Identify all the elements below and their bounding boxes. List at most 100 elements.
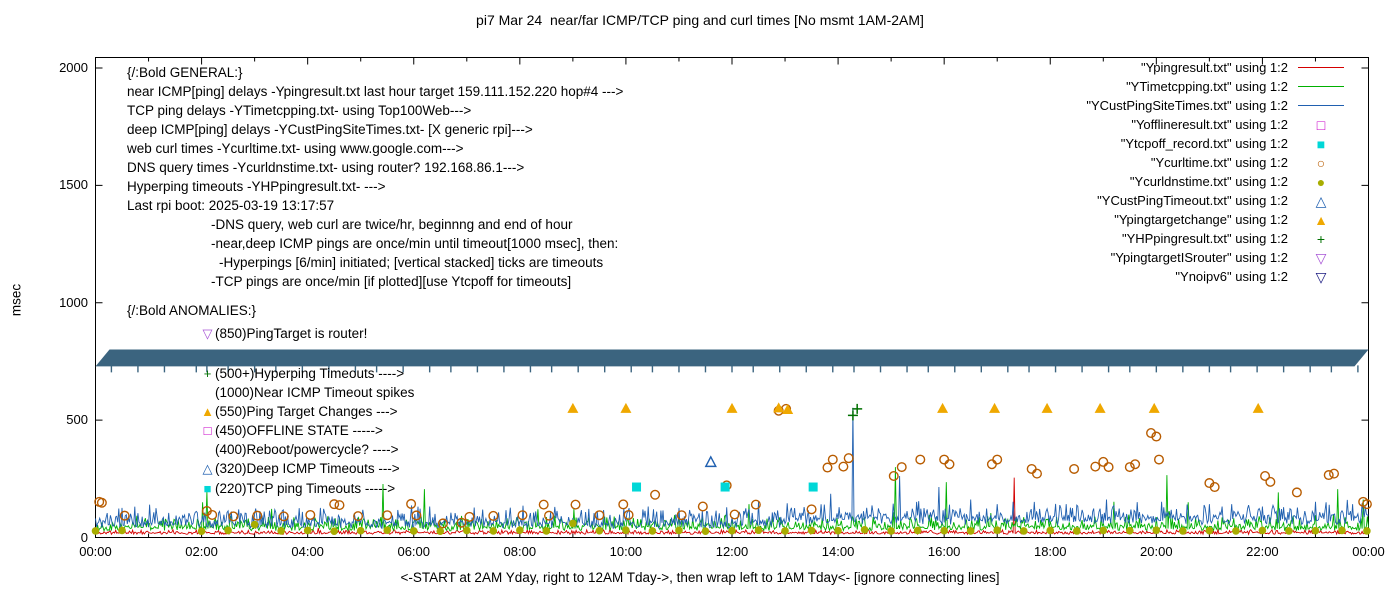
general-note-line: -TCP pings are once/min [if plotted][use…: [211, 274, 572, 289]
x-tick-label: 14:00: [821, 544, 855, 559]
scatter-circle-filled: [91, 519, 1371, 535]
legend-label: "Ycurldnstime.txt" using 1:2: [1129, 174, 1288, 189]
anomaly-note-text: (400)Reboot/powercycle? ---->: [215, 442, 399, 457]
anomaly-note-line: ▲(550)Ping Target Changes --->: [200, 404, 397, 419]
general-note-line: -Hyperpings [6/min] initiated; [vertical…: [219, 255, 604, 270]
timeout-band: [95, 349, 1369, 373]
triangle-filled-icon: ▲: [1314, 211, 1328, 228]
legend-marker: △: [1292, 194, 1350, 208]
anomaly-note-text: (1000)Near ICMP Timeout spikes: [215, 385, 415, 400]
legend-item: "Ypingtargetchange" using 1:2 ▲: [1086, 210, 1350, 229]
legend-item: "Ypingresult.txt" using 1:2: [1086, 58, 1350, 77]
y-tick-label: 0: [80, 529, 88, 545]
x-tick-label: 16:00: [927, 544, 961, 559]
square-filled-icon: ■: [203, 481, 212, 496]
legend-item: "YCustPingTimeout.txt" using 1:2 △: [1086, 191, 1350, 210]
legend-label: "YpingtargetISrouter" using 1:2: [1110, 250, 1288, 265]
x-tick-label: 18:00: [1033, 544, 1067, 559]
scatter-plus: [847, 403, 863, 421]
anomaly-note-line: (400)Reboot/powercycle? ---->: [200, 442, 398, 457]
general-note-line: TCP ping delays -YTimetcpping.txt- using…: [127, 103, 472, 118]
scatter-triangle-filled: [567, 402, 1264, 415]
series-line-2: [95, 407, 1369, 530]
legend-marker: +: [1292, 232, 1350, 246]
x-tick-label: 10:00: [609, 544, 643, 559]
legend-label: "YCustPingSiteTimes.txt" using 1:2: [1086, 98, 1288, 113]
y-tick-label: 1000: [59, 294, 88, 310]
y-tick-label: 1500: [59, 177, 88, 193]
anomaly-note-text: (500+)Hyperping Timeouts ---->: [215, 366, 405, 381]
circle-filled-icon: ●: [1316, 173, 1326, 190]
legend-marker: [1292, 67, 1350, 68]
nabla-open-icon: ▽: [202, 326, 213, 341]
legend-marker: ▲: [1292, 213, 1350, 227]
x-tick-label: 00:00: [1352, 544, 1385, 559]
anomaly-note-text: (850)PingTarget is router!: [215, 326, 368, 341]
legend-marker: □: [1292, 118, 1350, 132]
legend-label: "Ytcpoff_record.txt" using 1:2: [1120, 136, 1288, 151]
legend-marker: [1292, 105, 1350, 106]
legend-item: "Ynoipv6" using 1:2 ▽: [1086, 267, 1350, 286]
legend-item: "Ycurldnstime.txt" using 1:2 ●: [1086, 172, 1350, 191]
x-tick-label: 02:00: [185, 544, 218, 559]
scatter-square-filled: [632, 482, 818, 492]
anomalies-heading: {/:Bold ANOMALIES:}: [127, 303, 257, 318]
general-note-line: Hyperping timeouts -YHPpingresult.txt- -…: [127, 179, 386, 194]
legend-marker: [1292, 86, 1350, 87]
general-note-line: web curl times -Ycurltime.txt- using www…: [127, 141, 464, 156]
nabla-open-icon: ▽: [1315, 249, 1327, 266]
legend-item: "YTimetcpping.txt" using 1:2: [1086, 77, 1350, 96]
square-filled-icon: ■: [1316, 135, 1326, 152]
legend-label: "Yofflineresult.txt" using 1:2: [1131, 117, 1288, 132]
triangle-filled-icon: ▲: [201, 404, 214, 419]
anomaly-note-text: (550)Ping Target Changes --->: [215, 404, 398, 419]
x-tick-label: 20:00: [1140, 544, 1173, 559]
legend-label: "Ynoipv6" using 1:2: [1175, 269, 1288, 284]
general-note-line: Last rpi boot: 2025-03-19 13:17:57: [127, 198, 335, 213]
square-open-icon: □: [203, 423, 212, 438]
anomaly-note-text: (320)Deep ICMP Timeouts --->: [215, 461, 400, 476]
legend: "Ypingresult.txt" using 1:2 "YTimetcpping…: [1086, 58, 1350, 286]
x-tick-label: 12:00: [715, 544, 749, 559]
general-note-line: near ICMP[ping] delays -Ypingresult.txt …: [127, 84, 624, 99]
legend-item: "Yofflineresult.txt" using 1:2 □: [1086, 115, 1350, 134]
legend-item: "YCustPingSiteTimes.txt" using 1:2: [1086, 96, 1350, 115]
general-note-line: {/:Bold GENERAL:}: [127, 65, 243, 80]
legend-item: "Ycurltime.txt" using 1:2 ○: [1086, 153, 1350, 172]
anomaly-note-line: (1000)Near ICMP Timeout spikes: [200, 385, 414, 400]
square-open-icon: □: [1316, 116, 1326, 133]
legend-label: "YTimetcpping.txt" using 1:2: [1126, 79, 1288, 94]
y-tick-label: 2000: [59, 60, 88, 75]
triangle-open-icon: △: [1315, 192, 1327, 209]
legend-marker: ▽: [1292, 251, 1350, 265]
general-note-line: deep ICMP[ping] delays -YCustPingSiteTim…: [127, 122, 533, 137]
circle-open-icon: ○: [1316, 154, 1326, 171]
general-annotations: {/:Bold GENERAL:} near ICMP[ping] delays …: [127, 63, 623, 291]
line-sample-icon: [1298, 86, 1344, 87]
x-tick-label: 04:00: [291, 544, 324, 559]
general-note-line: DNS query times -Ycurldnstime.txt- using…: [127, 160, 525, 175]
legend-label: "Ycurltime.txt" using 1:2: [1150, 155, 1288, 170]
plus-icon: +: [1316, 230, 1326, 247]
y-tick-label: 500: [66, 412, 88, 428]
legend-marker: ▽: [1292, 270, 1350, 284]
chart-title: pi7 Mar 24 near/far ICMP/TCP ping and cu…: [476, 12, 924, 28]
legend-item: "YHPpingresult.txt" using 1:2 +: [1086, 229, 1350, 248]
anomaly-note-text: (450)OFFLINE STATE ----->: [215, 423, 383, 438]
legend-label: "YHPpingresult.txt" using 1:2: [1121, 231, 1288, 246]
general-note-line: -DNS query, web curl are twice/hr, begin…: [211, 217, 573, 232]
legend-marker: ■: [1292, 137, 1350, 151]
legend-label: "Ypingtargetchange" using 1:2: [1114, 212, 1288, 227]
legend-item: "Ytcpoff_record.txt" using 1:2 ■: [1086, 134, 1350, 153]
line-sample-icon: [1298, 67, 1344, 68]
anomaly-note-line: ▽ (850)PingTarget is router!: [200, 326, 368, 342]
anomaly-note-line: + (500+)Hyperping Timeouts ---->: [200, 366, 404, 381]
anomaly-note-line: ■ (220)TCP ping Timeouts ----->: [200, 481, 396, 496]
nabla-open-icon: ▽: [1315, 268, 1327, 285]
legend-marker: ●: [1292, 175, 1350, 189]
anomaly-note-line: △ (320)Deep ICMP Timeouts --->: [200, 461, 400, 477]
x-tick-label: 08:00: [503, 544, 537, 559]
anomaly-note-line: □ (450)OFFLINE STATE ----->: [200, 423, 383, 438]
x-tick-label: 00:00: [79, 544, 112, 559]
